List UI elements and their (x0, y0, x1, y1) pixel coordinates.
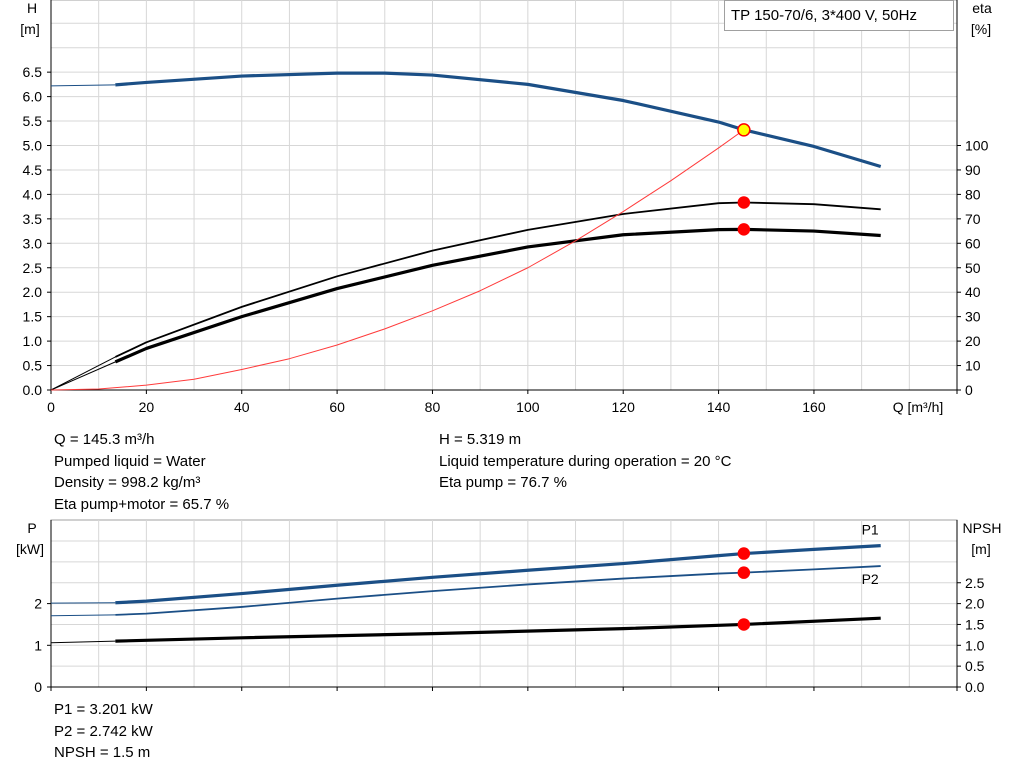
pump-title-box: TP 150-70/6, 3*400 V, 50Hz (724, 0, 954, 31)
y-tick-label: 5.5 (23, 113, 43, 129)
eta-pump-motor-value: Eta pump+motor = 65.7 % (54, 495, 230, 513)
npsh-curve (115, 616, 881, 643)
y-tick-label: 1 (34, 637, 42, 653)
y2-axis-unit: [m] (971, 541, 990, 557)
duty-info-left: Q = 145.3 m³/h Pumped liquid = Water Den… (54, 429, 229, 515)
y-axis-label: P (27, 520, 36, 536)
y-tick-label: 6.5 (23, 64, 43, 80)
y2-tick-label: 1.0 (965, 637, 985, 653)
p2-lead-line (50, 614, 116, 617)
y-tick-label: 0 (34, 679, 42, 695)
y-tick-label: 2 (34, 596, 42, 612)
y-tick-label: 4.0 (23, 186, 43, 202)
duty-info-right: H = 5.319 m Liquid temperature during op… (439, 429, 731, 494)
y2-axis-unit: [%] (971, 21, 991, 37)
power-npsh-chart: 0 1 2 0.0 0.5 1.0 1.5 2.0 2.5 P [kW] NPSH [m] P1 P2 (16, 519, 1002, 695)
y2-tick-label: 30 (965, 309, 981, 325)
eta-pump-value: Eta pump = 76.7 % (439, 474, 567, 491)
y-tick-label: 5.0 (23, 138, 43, 154)
y2-tick-label: 2.0 (965, 596, 985, 612)
y-tick-label: 6.0 (23, 89, 43, 105)
y-tick-label: 1.0 (23, 333, 43, 349)
p2-label: P2 (862, 571, 879, 587)
eta-pump-lead-line (50, 356, 116, 391)
head-efficiency-chart: 0.0 0.5 1.0 1.5 2.0 2.5 3.0 3.5 4.0 4.5 5.0 5.5 6.0 6… (20, 0, 992, 415)
duty-point (737, 123, 751, 137)
y2-axis-label: eta (972, 0, 992, 16)
y2-tick-label: 100 (965, 138, 989, 154)
y2-tick-label: 10 (965, 358, 981, 374)
y2-tick-label: 50 (965, 260, 981, 276)
y-tick-label: 0.5 (23, 358, 43, 374)
y-tick-label: 4.5 (23, 162, 43, 178)
x-tick-label: 20 (139, 399, 155, 415)
pumped-liquid-value: Pumped liquid = Water (54, 452, 206, 470)
eta-pump-motor-lead-line (50, 361, 116, 391)
y2-tick-label: 40 (965, 284, 981, 300)
head-value: H = 5.319 m (439, 431, 522, 448)
y2-tick-label: 0.0 (965, 679, 985, 695)
npsh-lead-line (50, 640, 116, 644)
p1-point (737, 547, 751, 560)
y-tick-label: 0.0 (23, 382, 43, 398)
y2-tick-label: 80 (965, 186, 981, 202)
y2-tick-label: 1.5 (965, 616, 985, 632)
x-tick-label: 100 (516, 399, 540, 415)
x-tick-label: 160 (802, 399, 826, 415)
y2-axis-label: NPSH (963, 520, 1002, 536)
y-axis-unit: [kW] (16, 541, 44, 557)
eta-pump-motor-curve (114, 227, 881, 364)
plot-frame (50, 0, 958, 391)
x-tick-label: 0 (47, 399, 55, 415)
h-curve (115, 71, 882, 169)
x-tick-label: 40 (234, 399, 250, 415)
y2-tick-label: 0.5 (965, 658, 985, 674)
h-lead-line (50, 84, 116, 87)
npsh-point (737, 618, 751, 631)
p1-curve (115, 544, 881, 605)
y-axis-label: H (27, 0, 37, 16)
y-tick-label: 3.5 (23, 211, 43, 227)
p1-label: P1 (862, 522, 879, 538)
p2-value: P2 = 2.742 kW (54, 722, 153, 740)
y2-tick-label: 20 (965, 333, 981, 349)
x-tick-label: 140 (707, 399, 731, 415)
y-tick-label: 2.5 (23, 260, 43, 276)
p1-value: P1 = 3.201 kW (54, 701, 153, 718)
y-tick-label: 3.0 (23, 235, 43, 251)
x-tick-label: 120 (612, 399, 636, 415)
y2-tick-label: 2.5 (965, 575, 985, 591)
y2-tick-label: 70 (965, 211, 981, 227)
eta-pump-curve (114, 201, 881, 358)
x-axis-label: Q [m³/h] (893, 399, 944, 415)
x-tick-label: 80 (425, 399, 441, 415)
p2-point (737, 566, 751, 579)
flow-value: Q = 145.3 m³/h (54, 431, 155, 448)
density-value: Density = 998.2 kg/m³ (54, 474, 201, 491)
system-curve-curve (50, 129, 745, 391)
y-tick-label: 1.5 (23, 309, 43, 325)
y2-tick-label: 0 (965, 382, 973, 398)
y-tick-label: 2.0 (23, 284, 43, 300)
liquid-temperature-value: Liquid temperature during operation = 20… (439, 452, 732, 470)
eta-pump-motor-point (737, 223, 751, 236)
p2-curve (115, 565, 881, 616)
power-info: P1 = 3.201 kW P2 = 2.742 kW NPSH = 1.5 m (54, 699, 153, 764)
y2-tick-label: 90 (965, 162, 981, 178)
npsh-value: NPSH = 1.5 m (54, 744, 151, 761)
y-axis-unit: [m] (20, 21, 39, 37)
y2-tick-label: 60 (965, 235, 981, 251)
x-tick-label: 60 (329, 399, 345, 415)
eta-pump-point (737, 196, 751, 209)
